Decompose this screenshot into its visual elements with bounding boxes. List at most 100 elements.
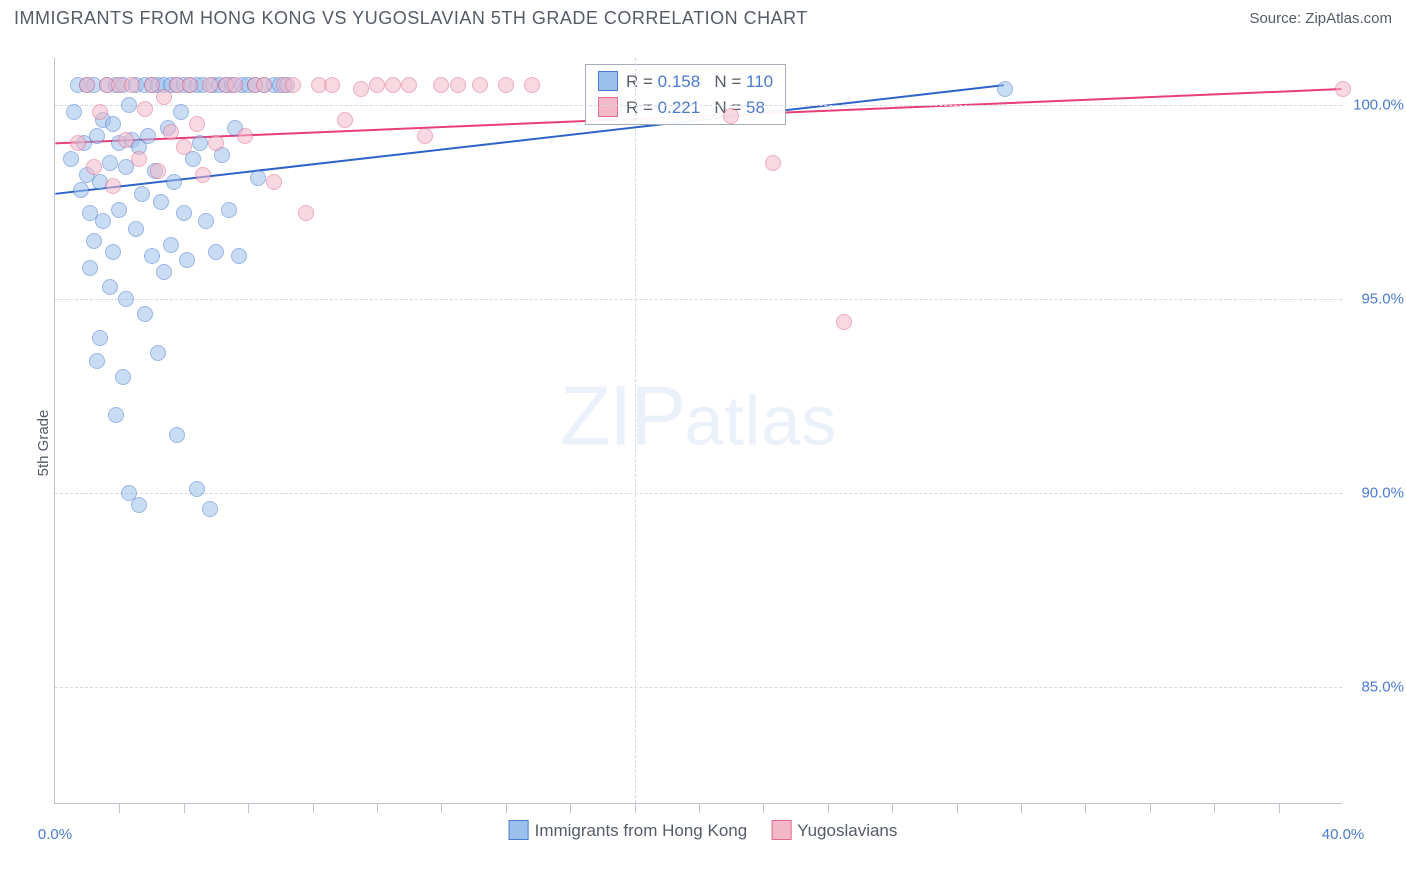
legend-label: Immigrants from Hong Kong [535, 821, 748, 840]
scatter-point [176, 139, 192, 155]
x-tick [313, 803, 314, 813]
scatter-point [202, 77, 218, 93]
chart-header: IMMIGRANTS FROM HONG KONG VS YUGOSLAVIAN… [0, 0, 1406, 35]
stats-legend-row: R = 0.221 N = 58 [598, 95, 773, 121]
x-tick [1279, 803, 1280, 813]
scatter-point [189, 481, 205, 497]
scatter-point [202, 501, 218, 517]
scatter-point [179, 252, 195, 268]
x-tick [1021, 803, 1022, 813]
scatter-point [150, 163, 166, 179]
y-tick-label: 100.0% [1353, 96, 1404, 113]
scatter-point [73, 182, 89, 198]
scatter-point [176, 205, 192, 221]
scatter-point [417, 128, 433, 144]
bottom-legend: Immigrants from Hong Kong Yugoslavians [509, 820, 898, 841]
scatter-point [195, 167, 211, 183]
scatter-point [66, 104, 82, 120]
scatter-point [102, 279, 118, 295]
x-tick [1150, 803, 1151, 813]
scatter-point [182, 77, 198, 93]
scatter-point [86, 159, 102, 175]
scatter-point [102, 155, 118, 171]
scatter-point [450, 77, 466, 93]
x-tick [828, 803, 829, 813]
scatter-point [385, 77, 401, 93]
plot-area: ZIPatlas R = 0.158 N = 110R = 0.221 N = … [54, 58, 1342, 804]
x-tick [119, 803, 120, 813]
scatter-point [163, 237, 179, 253]
scatter-point [115, 369, 131, 385]
scatter-point [105, 178, 121, 194]
scatter-point [173, 104, 189, 120]
gridline-h [55, 299, 1342, 300]
scatter-point [369, 77, 385, 93]
watermark-zip: ZIP [560, 368, 685, 462]
scatter-point [524, 77, 540, 93]
y-axis-label: 5th Grade [35, 409, 52, 476]
scatter-point [137, 101, 153, 117]
n-value: 110 [746, 72, 773, 91]
scatter-point [137, 306, 153, 322]
scatter-point [169, 427, 185, 443]
watermark-rest: atlas [684, 381, 837, 459]
scatter-point [118, 132, 134, 148]
scatter-point [227, 77, 243, 93]
x-tick [441, 803, 442, 813]
scatter-point [121, 97, 137, 113]
trend-lines [55, 58, 1342, 803]
gridline-h [55, 105, 1342, 106]
x-tick [1214, 803, 1215, 813]
scatter-point [105, 244, 121, 260]
scatter-point [433, 77, 449, 93]
legend-swatch [509, 820, 529, 840]
scatter-point [108, 407, 124, 423]
scatter-point [250, 170, 266, 186]
scatter-point [208, 244, 224, 260]
scatter-point [198, 213, 214, 229]
r-value: 0.158 [658, 72, 701, 91]
x-tick [892, 803, 893, 813]
x-tick [506, 803, 507, 813]
scatter-point [401, 77, 417, 93]
x-tick [1085, 803, 1086, 813]
x-tick [377, 803, 378, 813]
scatter-point [144, 248, 160, 264]
gridline-h [55, 493, 1342, 494]
scatter-point [63, 151, 79, 167]
chart-container: 5th Grade ZIPatlas R = 0.158 N = 110R = … [14, 40, 1392, 845]
scatter-point [140, 128, 156, 144]
scatter-point [221, 202, 237, 218]
x-tick [957, 803, 958, 813]
r-label: R = [626, 98, 658, 117]
watermark: ZIPatlas [560, 367, 838, 464]
scatter-point [82, 260, 98, 276]
x-tick [184, 803, 185, 813]
r-label: R = [626, 72, 658, 91]
scatter-point [131, 151, 147, 167]
x-tick [248, 803, 249, 813]
scatter-point [131, 497, 147, 513]
scatter-point [337, 112, 353, 128]
scatter-point [166, 174, 182, 190]
scatter-point [836, 314, 852, 330]
scatter-point [765, 155, 781, 171]
x-tick-label: 0.0% [38, 826, 72, 843]
scatter-point [997, 81, 1013, 97]
gridline-h [55, 687, 1342, 688]
legend-label: Yugoslavians [797, 821, 897, 840]
scatter-point [208, 135, 224, 151]
scatter-point [150, 345, 166, 361]
scatter-point [231, 248, 247, 264]
scatter-point [144, 77, 160, 93]
x-tick [699, 803, 700, 813]
scatter-point [111, 202, 127, 218]
scatter-point [89, 128, 105, 144]
stats-legend-row: R = 0.158 N = 110 [598, 69, 773, 95]
x-tick-label: 40.0% [1322, 826, 1365, 843]
scatter-point [189, 116, 205, 132]
chart-title: IMMIGRANTS FROM HONG KONG VS YUGOSLAVIAN… [14, 8, 808, 29]
scatter-point [86, 233, 102, 249]
scatter-point [498, 77, 514, 93]
n-label: N = [700, 72, 746, 91]
